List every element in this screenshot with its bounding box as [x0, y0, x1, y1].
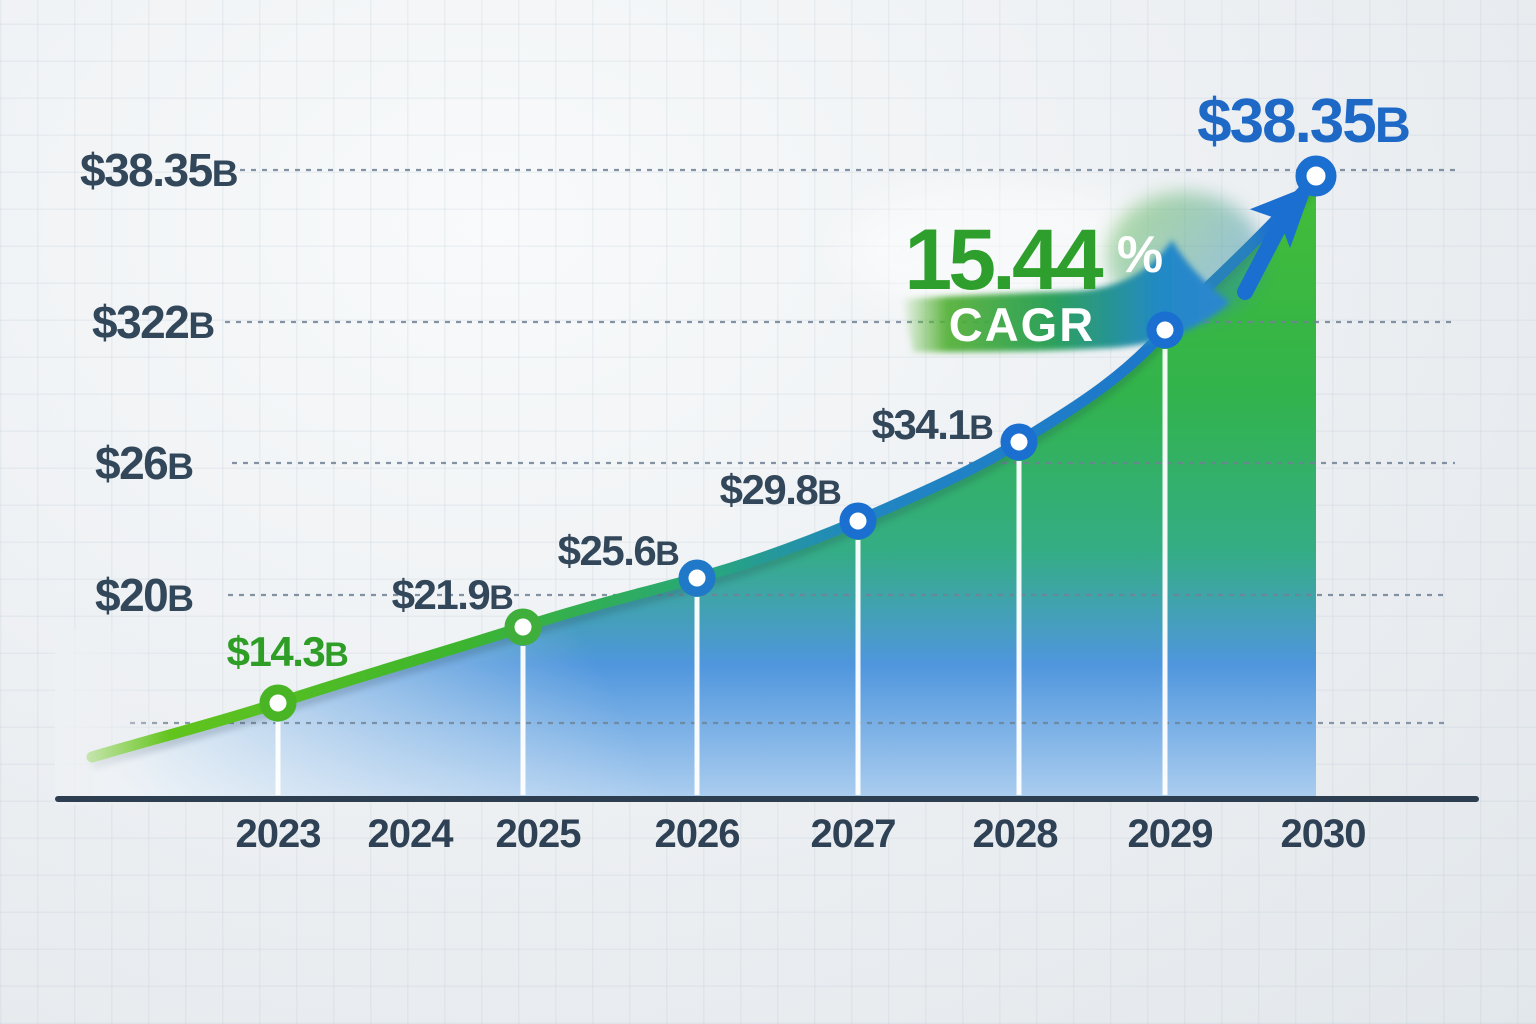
value-label-21-9b: $21.9B	[392, 571, 514, 618]
y-tick-32-2b: $322B	[92, 296, 214, 348]
value-label-25-6b: $25.6B	[558, 527, 680, 574]
year-label-2026: 2026	[655, 812, 740, 856]
marker-2027	[839, 502, 877, 540]
growth-arrow-icon	[1237, 184, 1314, 300]
year-label-2025: 2025	[496, 812, 582, 856]
year-label-2023: 2023	[236, 812, 321, 856]
year-label-2029: 2029	[1128, 812, 1213, 856]
arrow-head	[1249, 184, 1314, 249]
year-label-2030: 2030	[1281, 812, 1366, 856]
cagr-label: CAGR	[949, 298, 1095, 351]
marker-2030	[1295, 155, 1337, 197]
left-edge-fade	[55, 630, 170, 805]
value-label-14-3b: $14.3B	[227, 628, 349, 675]
value-label-29-8b: $29.8B	[720, 466, 842, 513]
marker-2029	[1146, 311, 1184, 349]
y-tick-38-35b: $38.35B	[80, 144, 238, 196]
y-tick-20b: $20B	[95, 569, 193, 621]
year-label-2024: 2024	[368, 812, 455, 856]
value-label-34-1b: $34.1B	[872, 401, 994, 448]
marker-2028	[1000, 423, 1038, 461]
cagr-badge: 15.44 % CAGR	[845, 186, 1263, 352]
cagr-value: 15.44	[904, 212, 1103, 308]
year-label-2027: 2027	[811, 812, 896, 856]
trend-line	[86, 170, 1322, 763]
marker-2023	[259, 684, 297, 722]
marker-2026	[678, 559, 716, 597]
year-label-2028: 2028	[973, 812, 1059, 856]
arrow-shaft	[1237, 217, 1288, 300]
final-value-label: $38.35B	[1197, 87, 1409, 156]
percent-sign: %	[1117, 226, 1163, 284]
y-tick-26b: $26B	[95, 437, 193, 489]
marker-2025	[504, 608, 542, 646]
cagr-halo	[845, 186, 1155, 314]
area-fill	[92, 176, 1316, 799]
